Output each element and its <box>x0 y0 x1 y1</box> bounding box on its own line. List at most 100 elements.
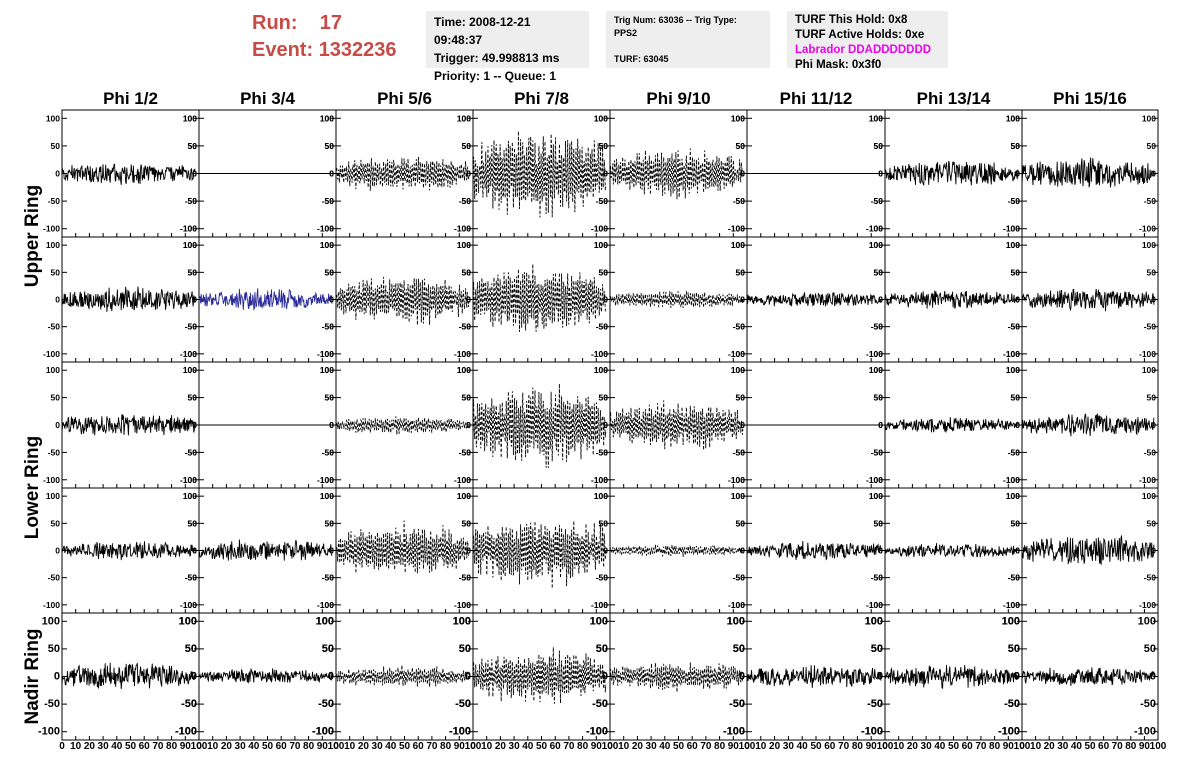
waveform-trace <box>609 662 744 693</box>
y-tick-label: 0 <box>466 546 471 556</box>
y-tick-label: 100 <box>183 240 197 250</box>
y-tick-label: 100 <box>42 615 60 627</box>
waveform-trace <box>198 539 333 561</box>
y-tick-label: 50 <box>325 141 335 151</box>
y-tick-label: -100 <box>312 726 334 738</box>
y-tick-label: -100 <box>180 475 197 485</box>
y-tick-label: -50 <box>1008 322 1021 332</box>
y-tick-label: 100 <box>865 615 883 627</box>
y-tick-label: 100 <box>594 365 608 375</box>
y-tick-label: -100 <box>1003 349 1020 359</box>
y-tick-label: 0 <box>603 420 608 430</box>
y-tick-label: -50 <box>733 447 746 457</box>
y-tick-label: 100 <box>590 615 608 627</box>
y-tick-label: -100 <box>43 600 60 610</box>
x-tick-label: 90 <box>591 741 603 752</box>
run-value: 17 <box>319 12 343 34</box>
y-tick-label: 100 <box>183 365 197 375</box>
y-tick-label: -100 <box>175 726 197 738</box>
waveform-trace <box>884 664 1019 690</box>
y-tick-label: 50 <box>188 141 198 151</box>
y-tick-label: -50 <box>459 573 472 583</box>
y-tick-label: -50 <box>181 698 197 710</box>
x-tick-label: 40 <box>1071 741 1083 752</box>
y-tick-label: -100 <box>180 600 197 610</box>
y-tick-label: -50 <box>733 573 746 583</box>
y-tick-label: 100 <box>594 491 608 501</box>
y-tick-label: 100 <box>594 365 608 375</box>
y-tick-label: 0 <box>740 546 745 556</box>
y-tick-label: 100 <box>457 365 471 375</box>
y-tick-label: 100 <box>869 113 883 123</box>
turf-active-holds-text: TURF Active Holds: 0xe <box>795 29 925 41</box>
x-tick-label: 60 <box>962 741 974 752</box>
y-tick-label: 50 <box>322 643 334 655</box>
trigger-text: Trigger: 49.998813 ms <box>434 51 560 65</box>
y-tick-label: -50 <box>318 698 334 710</box>
y-tick-label: 100 <box>590 615 608 627</box>
y-tick-label: -100 <box>180 224 197 234</box>
y-tick-label: -100 <box>866 600 883 610</box>
run-event-box: Run: 17 Event: 1332236 <box>252 10 397 64</box>
y-tick-label: -100 <box>317 349 334 359</box>
waveform-trace <box>1021 413 1155 437</box>
y-tick-label: 50 <box>48 643 60 655</box>
y-tick-label: 0 <box>740 295 745 305</box>
y-tick-label: 0 <box>1015 295 1020 305</box>
x-tick-label: 100 <box>1150 741 1167 752</box>
y-tick-label: 0 <box>740 169 745 179</box>
y-tick-label: 50 <box>1011 518 1021 528</box>
x-tick-label: 20 <box>632 741 644 752</box>
y-tick-label: -100 <box>591 475 608 485</box>
waveform-trace <box>472 647 607 704</box>
y-tick-label: 50 <box>188 518 198 528</box>
x-tick-label: 10 <box>481 741 493 752</box>
y-tick-label: 0 <box>740 546 745 556</box>
waveform-trace <box>609 400 744 451</box>
run-row: Run: 17 <box>252 10 397 37</box>
x-tick-label: 80 <box>577 741 589 752</box>
y-tick-label: -50 <box>181 698 197 710</box>
y-tick-label: 50 <box>736 393 746 403</box>
y-tick-label: 0 <box>466 295 471 305</box>
column-title: Phi 15/16 <box>1053 89 1127 108</box>
y-tick-label: -50 <box>185 573 198 583</box>
waveform-trace <box>609 291 744 309</box>
waveform-trace <box>884 160 1019 186</box>
x-tick-label: 40 <box>385 741 397 752</box>
y-tick-label: 0 <box>878 546 883 556</box>
x-tick-label: 30 <box>783 741 795 752</box>
y-tick-label: 0 <box>603 546 608 556</box>
y-tick-label: -50 <box>1144 196 1157 206</box>
y-tick-label: 50 <box>1147 141 1157 151</box>
y-tick-label: -50 <box>459 196 472 206</box>
x-tick-label: 60 <box>139 741 151 752</box>
x-tick-label: 90 <box>180 741 192 752</box>
x-tick-label: 100 <box>877 741 894 752</box>
ring-label: Nadir Ring <box>22 628 43 724</box>
y-tick-label: -50 <box>1008 573 1021 583</box>
event-value: 1332236 <box>318 39 397 61</box>
x-tick-label: 20 <box>1044 741 1056 752</box>
y-tick-label: -100 <box>728 475 745 485</box>
y-tick-label: 0 <box>1015 546 1020 556</box>
x-tick-label: 40 <box>111 741 123 752</box>
column-title: Phi 9/10 <box>646 89 710 108</box>
y-tick-label: 50 <box>51 518 61 528</box>
y-tick-label: 0 <box>878 295 883 305</box>
y-tick-label: -100 <box>1139 224 1156 234</box>
y-tick-label: -100 <box>866 475 883 485</box>
y-tick-label: -50 <box>596 322 609 332</box>
y-tick-label: -100 <box>1134 726 1156 738</box>
x-tick-label: 20 <box>495 741 507 752</box>
y-tick-label: 50 <box>1011 393 1021 403</box>
y-tick-label: 50 <box>1011 141 1021 151</box>
x-tick-label: 40 <box>934 741 946 752</box>
y-tick-label: 50 <box>874 518 884 528</box>
y-tick-label: -100 <box>998 726 1020 738</box>
y-tick-label: 100 <box>1006 365 1020 375</box>
y-tick-label: -50 <box>322 196 335 206</box>
x-tick-label: 70 <box>563 741 575 752</box>
y-tick-label: 100 <box>453 615 471 627</box>
x-tick-label: 90 <box>317 741 329 752</box>
